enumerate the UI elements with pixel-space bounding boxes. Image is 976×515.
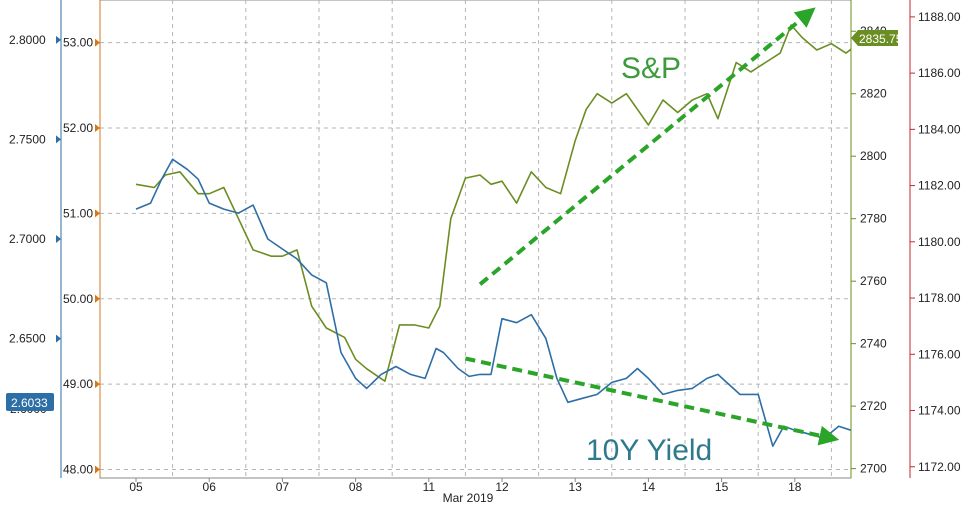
y4-label-4: 1180.00 <box>918 235 961 249</box>
y1-current-value: 2.6033 <box>11 396 48 410</box>
y1-tick-0 <box>56 35 61 44</box>
x-tick-label-0: 05 <box>129 480 143 494</box>
y4-label-2: 1184.00 <box>918 122 961 136</box>
yield-annotation: 10Y Yield <box>586 434 712 467</box>
y4-axis: 1188.00 1186.00 1184.00 1182.00 1180.00 1178.… <box>910 10 961 474</box>
y4-label-8: 1172.00 <box>918 460 961 474</box>
trend-arrow-0 <box>478 7 816 286</box>
y1-label-3: 2.6500 <box>9 332 46 346</box>
y4-label-3: 1182.00 <box>918 179 961 193</box>
y3-label-4: 2760 <box>860 274 887 288</box>
y2-label-0: 53.00 <box>63 36 93 50</box>
y2-tick-1 <box>95 124 100 133</box>
y1-tick-1 <box>56 135 61 144</box>
y2-label-3: 50.00 <box>63 292 93 306</box>
x-tick-label-3: 08 <box>349 480 363 494</box>
x-tick-label-1: 06 <box>203 480 217 494</box>
y1-tick-2 <box>56 235 61 243</box>
y1-tick-3 <box>56 334 61 343</box>
y4-label-0: 1188.00 <box>918 10 961 24</box>
y2-label-4: 49.00 <box>63 377 93 391</box>
y4-label-6: 1176.00 <box>918 347 961 361</box>
x-tick-label-6: 13 <box>569 480 583 494</box>
trend-arrows <box>464 7 840 446</box>
y2-tick-2 <box>95 209 100 218</box>
y4-label-1: 1186.00 <box>918 66 961 80</box>
y3-label-1: 2820 <box>860 87 887 101</box>
x-axis-label: Mar 2019 <box>443 491 494 505</box>
x-tick-label-5: 12 <box>495 480 509 494</box>
plot-area <box>99 0 852 479</box>
y1-axis: 2.8000 2.7500 2.7000 2.6500 <box>9 33 61 346</box>
y2-tick-3 <box>95 294 100 303</box>
y3-label-2: 2800 <box>860 149 887 163</box>
y1-label-0: 2.8000 <box>9 33 46 47</box>
series-layer <box>135 24 851 447</box>
y1-label-2: 2.7000 <box>9 232 46 246</box>
y2-axis: 53.00 52.00 51.00 50.00 49.00 48.00 <box>63 36 100 476</box>
trend-arrow-1 <box>464 356 840 446</box>
y3-label-5: 2740 <box>860 337 887 351</box>
x-tick-label-9: 18 <box>788 480 802 494</box>
y2-label-5: 48.00 <box>63 462 93 476</box>
y2-tick-4 <box>95 380 100 389</box>
y3-label-7: 2700 <box>860 462 887 476</box>
sp-current-tag: 2835.75 <box>851 30 903 46</box>
y2-label-1: 52.00 <box>63 121 93 135</box>
x-tick-label-4: 11 <box>423 480 436 494</box>
y1-label-1: 2.7500 <box>9 132 46 146</box>
x-tick-label-2: 07 <box>276 480 290 494</box>
y3-label-6: 2720 <box>860 399 887 413</box>
series-line-sp <box>135 24 851 383</box>
x-axis: 05 06 07 08 11 12 13 14 15 18 <box>100 477 851 494</box>
y3-axis: 28402820280027802760274027202700 <box>851 24 887 476</box>
y3-label-3: 2780 <box>860 212 887 226</box>
y4-label-5: 1178.00 <box>918 291 961 305</box>
y1-current-tag: 2.6033 <box>6 393 54 411</box>
grid <box>100 0 851 478</box>
y2-label-2: 51.00 <box>63 206 93 220</box>
y2-tick-0 <box>95 38 100 47</box>
y4-label-7: 1174.00 <box>918 404 961 418</box>
x-tick-label-8: 15 <box>715 480 729 494</box>
sp-annotation: S&P <box>621 52 681 85</box>
x-tick-label-7: 14 <box>642 480 656 494</box>
series-line-yield <box>135 158 851 447</box>
y2-tick-5 <box>95 465 100 474</box>
sp-current-value: 2835.75 <box>859 32 903 46</box>
